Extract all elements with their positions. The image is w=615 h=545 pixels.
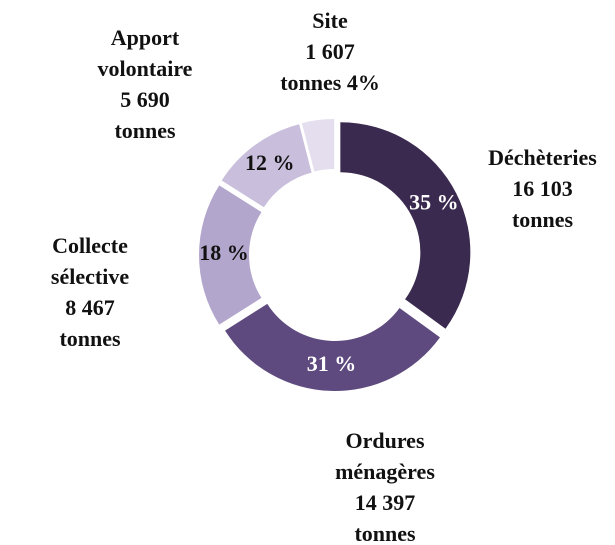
unit-label: tonnes [59, 326, 121, 351]
category-label: Apport volontaire 5 690 tonnes [75, 22, 215, 146]
category-label: Déchèteries 16 103 tonnes [470, 142, 615, 235]
donut-segment [340, 122, 471, 329]
category-name: Collecte sélective [50, 233, 130, 289]
unit-label: tonnes [511, 207, 574, 232]
category-name: Apport volontaire [97, 25, 193, 81]
unit-line: tonnes 4% [245, 67, 415, 98]
category-name: Déchèteries [488, 145, 597, 170]
tonnage-label: 16 103 [512, 176, 573, 201]
category-label: Site 1 607 tonnes 4% [245, 5, 415, 98]
unit-label: tonnes [114, 118, 176, 143]
value-label: 35 % [409, 190, 459, 215]
donut-segment [225, 303, 440, 391]
value-label: 18 % [199, 240, 249, 265]
donut-segment [221, 124, 312, 208]
tonnage-label: 8 467 [65, 295, 115, 320]
unit-label: tonnes [354, 521, 416, 545]
category-label: Ordures ménagères 14 397 tonnes [305, 425, 465, 545]
annotation: 35 % [8, 203, 58, 228]
tonnage-label: 14 397 [354, 490, 416, 515]
donut-segment [301, 119, 335, 172]
category-label: Collecte sélective 8 467 tonnes [20, 230, 160, 354]
value-label: 12 % [245, 150, 295, 175]
category-name: Site [312, 8, 348, 33]
tonnage-label: 5 690 [120, 87, 170, 112]
unit-label: tonnes [280, 70, 342, 95]
category-name: Ordures ménagères [335, 428, 435, 484]
value-label: 31 % [307, 351, 357, 376]
value-label: 4% [346, 70, 380, 95]
donut-segment [199, 185, 262, 325]
tonnage-label: 1 607 [305, 39, 355, 64]
